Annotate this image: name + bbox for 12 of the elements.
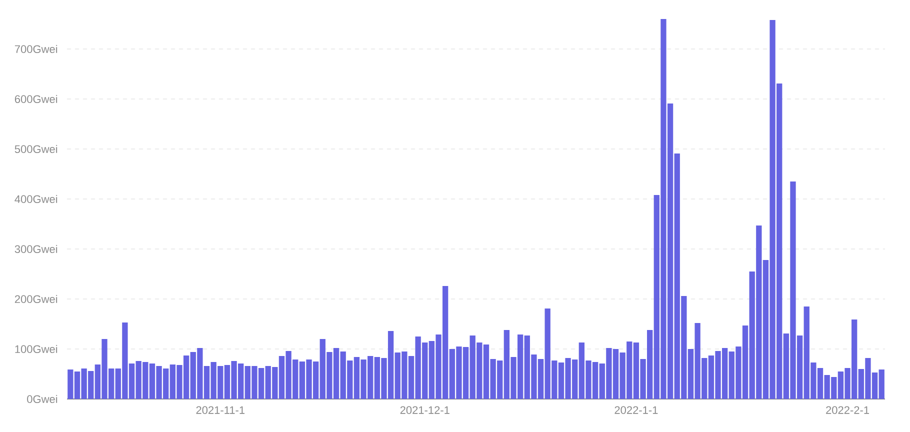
y-tick-label: 600Gwei bbox=[14, 94, 58, 104]
y-tick-label: 0Gwei bbox=[27, 394, 58, 404]
y-tick-label: 700Gwei bbox=[14, 44, 58, 54]
y-tick-label: 300Gwei bbox=[14, 244, 58, 254]
y-tick-label: 200Gwei bbox=[14, 294, 58, 304]
y-tick-label: 400Gwei bbox=[14, 194, 58, 204]
x-tick-label: 2022-1-1 bbox=[614, 406, 658, 414]
x-tick-label: 2021-11-1 bbox=[196, 406, 244, 414]
x-tick-label: 2021-12-1 bbox=[400, 406, 450, 414]
y-tick-label: 500Gwei bbox=[14, 144, 58, 154]
x-tick-label: 2022-2-1 bbox=[826, 406, 869, 414]
y-tick-label: 100Gwei bbox=[15, 344, 58, 354]
